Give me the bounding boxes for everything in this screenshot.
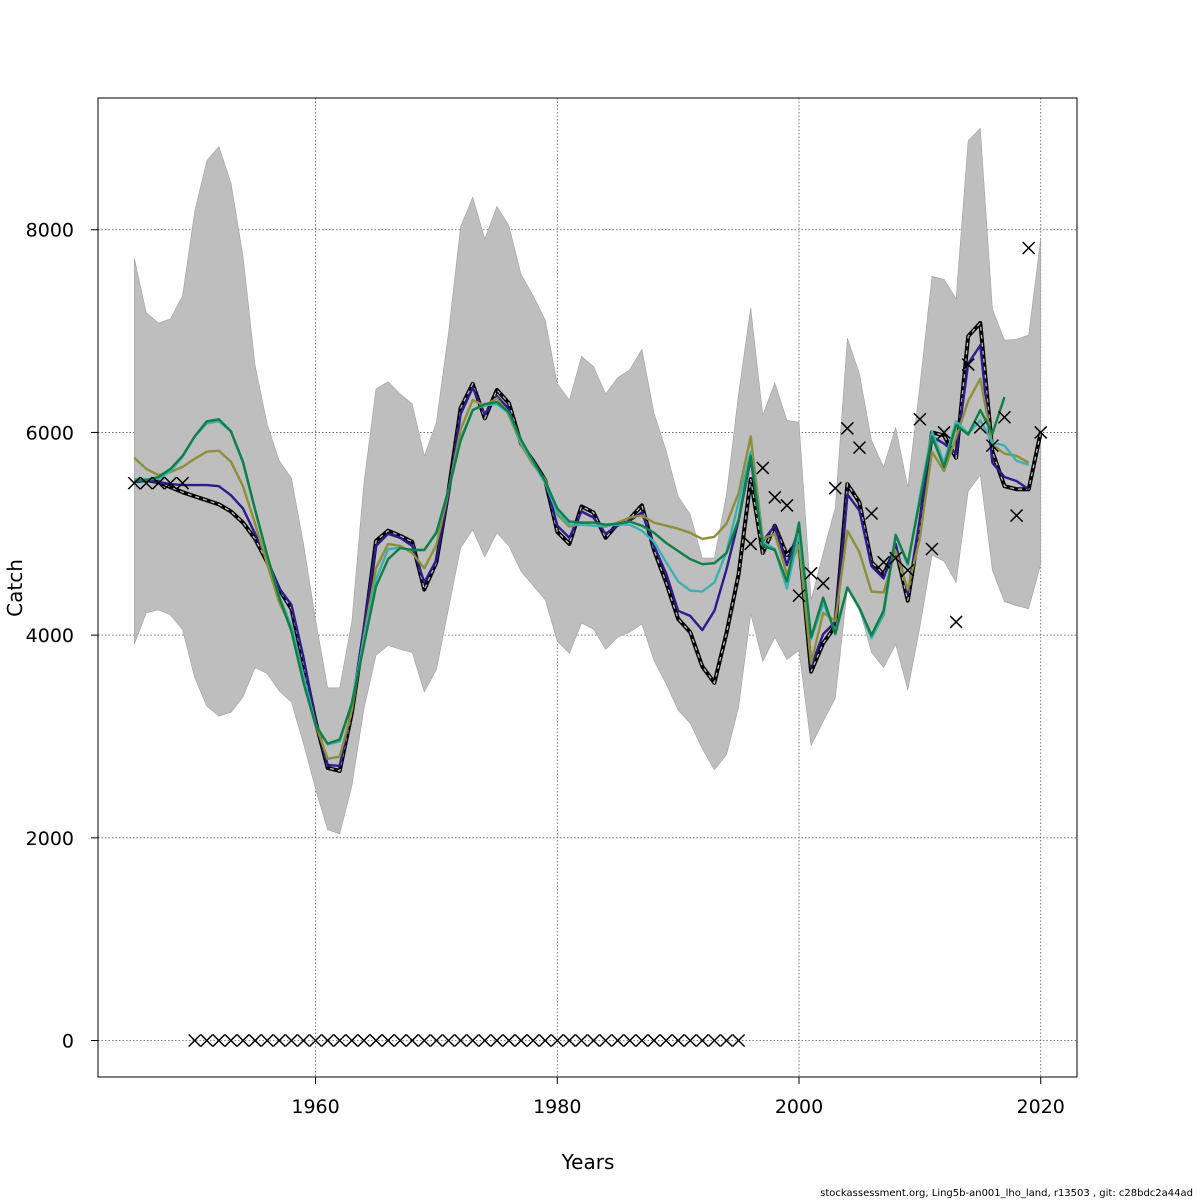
- observed-point: [526, 1033, 540, 1048]
- observed-point: [466, 1033, 480, 1048]
- observed-point: [937, 425, 951, 439]
- observed-point: [127, 476, 141, 490]
- observed-point: [441, 1033, 456, 1048]
- x-axis-ticks: 1960 1980 2000 2020: [291, 1077, 1065, 1118]
- observed-point: [865, 506, 879, 521]
- observed-point: [623, 1033, 637, 1048]
- y-tick-label: 0: [62, 1031, 74, 1053]
- observed-point: [780, 498, 794, 512]
- observed-point: [224, 1033, 238, 1048]
- observed-point: [925, 542, 939, 556]
- observed-point: [792, 589, 806, 603]
- observed-point: [236, 1033, 250, 1048]
- observed-point: [973, 420, 987, 434]
- observed-point: [333, 1033, 347, 1048]
- observed-point: [671, 1033, 685, 1048]
- observed-point: [719, 1033, 734, 1048]
- y-axis-label: Catch: [3, 559, 27, 617]
- observed-point: [985, 439, 999, 453]
- observed-point: [163, 476, 178, 490]
- observed-point: [599, 1033, 613, 1048]
- x-tick-label: 1980: [533, 1096, 581, 1118]
- observed-point: [562, 1033, 576, 1048]
- observed-point: [176, 476, 190, 490]
- observed-point: [514, 1033, 528, 1048]
- observed-point: [309, 1033, 323, 1048]
- observed-point: [188, 1033, 202, 1048]
- observed-point: [454, 1033, 468, 1048]
- x-tick-label: 2020: [1017, 1096, 1065, 1118]
- observed-point: [659, 1033, 673, 1048]
- observed-point: [151, 476, 165, 490]
- observed-point: [732, 1033, 746, 1048]
- observed-point: [889, 551, 903, 565]
- y-tick-label: 4000: [26, 625, 74, 647]
- series-lines: [133, 321, 1043, 773]
- observed-point: [949, 615, 963, 629]
- observed-point: [1034, 425, 1048, 439]
- observed-point: [550, 1033, 564, 1048]
- observed-point: [587, 1033, 601, 1048]
- observed-point: [490, 1033, 504, 1048]
- observed-point: [901, 563, 915, 577]
- x-axis-label: Years: [561, 1150, 615, 1174]
- observed-point: [321, 1033, 335, 1048]
- observed-point: [744, 537, 758, 551]
- observed-point: [635, 1033, 649, 1048]
- observed-point: [393, 1033, 407, 1048]
- observed-point: [200, 1033, 214, 1048]
- observed-point: [417, 1033, 431, 1048]
- observed-point: [997, 410, 1012, 424]
- observed-point: [707, 1033, 721, 1048]
- observed-point: [260, 1033, 274, 1048]
- observed-point: [296, 1033, 310, 1048]
- x-tick-label: 2000: [775, 1096, 823, 1118]
- observed-point: [1022, 241, 1036, 255]
- observed-point: [502, 1033, 516, 1048]
- y-tick-label: 6000: [26, 422, 74, 444]
- observed-point: [139, 476, 153, 490]
- series-line-4: [134, 396, 1006, 745]
- y-tick-label: 8000: [26, 220, 74, 242]
- observed-point: [357, 1033, 371, 1048]
- observed-point: [1010, 509, 1024, 523]
- observed-point: [877, 555, 891, 569]
- series-line-1: [134, 344, 1030, 768]
- observed-points: [127, 241, 1048, 1048]
- observed-point: [248, 1033, 262, 1048]
- observed-point: [478, 1033, 492, 1048]
- observed-point: [647, 1033, 661, 1048]
- observed-point: [611, 1033, 625, 1048]
- series-line-0-dash: [134, 321, 1042, 772]
- observed-point: [852, 441, 866, 455]
- observed-point: [913, 412, 927, 426]
- observed-point: [429, 1033, 443, 1048]
- observed-point: [816, 576, 830, 590]
- observed-point: [574, 1033, 588, 1048]
- observed-point: [961, 358, 975, 372]
- footer-credit: stockassessment.org, Ling5b-an001_lho_la…: [820, 1188, 1193, 1199]
- observed-point: [381, 1033, 395, 1048]
- observed-point: [756, 461, 770, 475]
- x-tick-label: 1960: [291, 1096, 339, 1118]
- y-tick-label: 2000: [26, 828, 74, 850]
- observed-point: [405, 1033, 419, 1048]
- observed-point: [840, 421, 854, 435]
- observed-point: [284, 1033, 298, 1048]
- observed-point: [212, 1033, 226, 1048]
- observed-point: [695, 1033, 709, 1048]
- observed-point: [804, 566, 818, 580]
- observed-point: [272, 1033, 286, 1048]
- observed-point: [369, 1033, 383, 1048]
- observed-point: [828, 481, 842, 495]
- observed-point: [768, 490, 782, 504]
- observed-point: [538, 1033, 552, 1048]
- observed-point: [683, 1033, 697, 1048]
- plot-frame: [97, 97, 1078, 1078]
- y-axis-ticks: 0 2000 4000 6000 8000: [26, 220, 98, 1053]
- observed-point: [345, 1033, 359, 1048]
